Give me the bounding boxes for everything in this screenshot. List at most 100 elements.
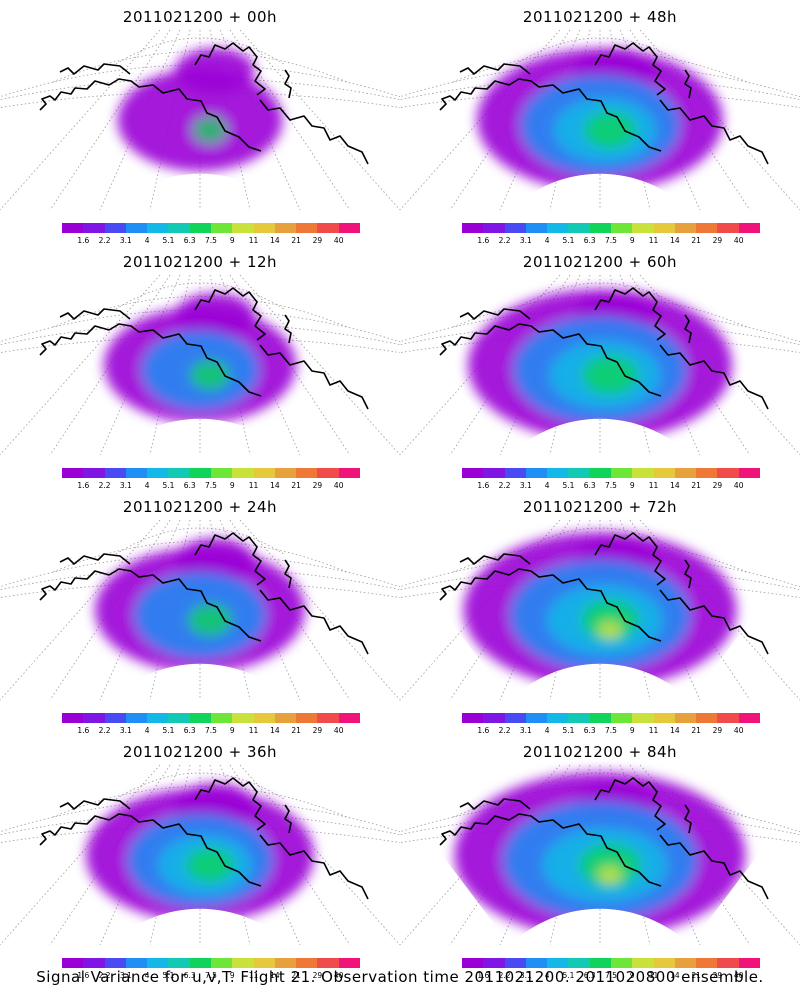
colorbar-swatch — [589, 223, 611, 233]
colorbar-swatch — [738, 958, 760, 968]
colorbar-swatch — [125, 958, 148, 968]
map-plot — [400, 764, 800, 946]
colorbar-tick-label: 14 — [670, 481, 680, 490]
colorbar-swatch — [738, 468, 760, 478]
colorbar-swatch — [168, 713, 190, 723]
colorbar-swatch — [83, 713, 105, 723]
colorbar-tick-label: 5.1 — [562, 726, 575, 735]
colorbar-tick-label: 11 — [648, 726, 659, 735]
colorbar-swatch — [189, 223, 211, 233]
colorbar-swatch — [483, 958, 505, 968]
colorbar-swatch — [296, 958, 318, 968]
colorbar-swatch — [147, 468, 169, 478]
colorbar — [462, 713, 760, 723]
colorbar-tick-label: 6.3 — [183, 726, 196, 735]
map-plot — [400, 274, 800, 456]
colorbar-tick-label: 1.6 — [477, 971, 490, 980]
colorbar-swatch — [104, 958, 126, 968]
colorbar-tick-label: 11 — [248, 971, 259, 980]
panel-title: 2011021200 + 36h — [122, 743, 278, 761]
colorbar-labels: 1.6 2.2 3.1 4 5.1 6.3 7.5 9 11 14 21 29 40 — [454, 971, 764, 981]
colorbar — [462, 958, 760, 968]
colorbar-swatch — [296, 223, 318, 233]
colorbar-swatch — [547, 713, 569, 723]
colorbar-swatch — [168, 958, 190, 968]
colorbar-tick-label: 21 — [291, 726, 301, 735]
colorbar-labels: 1.6 2.2 3.1 4 5.1 6.3 7.5 9 11 14 21 29 40 — [54, 236, 364, 246]
colorbar-swatch — [547, 468, 569, 478]
colorbar-tick-label: 5.1 — [562, 971, 575, 980]
colorbar-swatch — [274, 468, 297, 478]
colorbar-swatch — [317, 468, 339, 478]
colorbar-swatch — [104, 713, 126, 723]
colorbar-swatch — [104, 468, 126, 478]
colorbar-tick-label: 14 — [270, 481, 280, 490]
colorbar-swatch — [674, 713, 697, 723]
colorbar-tick-label: 9 — [629, 481, 635, 490]
colorbar-swatch — [504, 958, 526, 968]
colorbar-labels: 1.6 2.2 3.1 4 5.1 6.3 7.5 9 11 14 21 29 40 — [454, 481, 764, 491]
colorbar-swatch — [696, 713, 718, 723]
map-panel: 2011021200 + 72h 1.6 2.2 3.1 4 5.1 6.3 7.5 9 11 14… — [400, 490, 800, 735]
colorbar-tick-label: 40 — [733, 726, 744, 735]
colorbar-labels: 1.6 2.2 3.1 4 5.1 6.3 7.5 9 11 14 21 29 40 — [454, 726, 764, 736]
figure-caption: Signal Variance for u,v,T. Flight 21. Ob… — [36, 968, 764, 986]
map-plot — [0, 274, 400, 456]
colorbar-swatch — [232, 958, 254, 968]
colorbar-swatch — [83, 468, 105, 478]
colorbar-swatch — [504, 468, 526, 478]
colorbar-swatch — [210, 223, 233, 233]
colorbar-swatch — [653, 713, 675, 723]
colorbar-swatch — [738, 223, 760, 233]
colorbar-swatch — [189, 713, 211, 723]
colorbar-swatch — [568, 223, 590, 233]
colorbar-swatch — [504, 713, 526, 723]
colorbar-tick-label: 9 — [629, 236, 635, 245]
colorbar-tick-label: 29 — [712, 726, 723, 735]
colorbar-swatch — [168, 223, 190, 233]
map-panel: 2011021200 + 12h 1.6 2.2 3.1 4 5.1 6.3 7.5 9 11 14… — [0, 245, 400, 490]
colorbar-tick-label: 14 — [670, 236, 680, 245]
colorbar-swatch — [83, 223, 105, 233]
colorbar-tick-label: 1.6 — [477, 236, 490, 245]
colorbar-tick-label: 29 — [712, 236, 723, 245]
colorbar-swatch — [317, 223, 339, 233]
colorbar-swatch — [338, 468, 360, 478]
colorbar-swatch — [317, 713, 339, 723]
colorbar-tick-label: 2.2 — [498, 481, 511, 490]
colorbar-swatch — [104, 223, 126, 233]
colorbar-tick-label: 29 — [312, 971, 323, 980]
colorbar-tick-label: 3.1 — [119, 726, 132, 735]
colorbar-tick-label: 5.1 — [162, 481, 175, 490]
colorbar-tick-label: 4 — [144, 481, 150, 490]
colorbar-swatch — [462, 468, 484, 478]
colorbar-tick-label: 40 — [733, 481, 744, 490]
colorbar-tick-label: 6.3 — [183, 481, 196, 490]
colorbar-swatch — [147, 958, 169, 968]
colorbar-tick-label: 3.1 — [119, 481, 132, 490]
colorbar-labels: 1.6 2.2 3.1 4 5.1 6.3 7.5 9 11 14 21 29 40 — [54, 971, 364, 981]
colorbar-swatch — [610, 223, 633, 233]
colorbar-tick-label: 5.1 — [562, 481, 575, 490]
colorbar-swatch — [568, 468, 590, 478]
colorbar-swatch — [210, 468, 233, 478]
colorbar-swatch — [462, 223, 484, 233]
colorbar-swatch — [189, 468, 211, 478]
colorbar-swatch — [232, 713, 254, 723]
colorbar-tick-label: 7.5 — [605, 481, 617, 490]
colorbar-tick-label: 4 — [544, 481, 550, 490]
colorbar-tick-label: 9 — [229, 726, 235, 735]
map-plot — [0, 764, 400, 946]
colorbar-swatch — [274, 223, 297, 233]
colorbar-swatch — [253, 958, 275, 968]
colorbar-swatch — [274, 958, 297, 968]
colorbar-tick-label: 11 — [648, 236, 659, 245]
colorbar-swatch — [462, 713, 484, 723]
colorbar-tick-label: 4 — [544, 726, 550, 735]
colorbar-tick-label: 11 — [648, 971, 659, 980]
colorbar-tick-label: 2.2 — [98, 726, 111, 735]
colorbar-tick-label: 40 — [333, 236, 344, 245]
colorbar-tick-label: 21 — [691, 236, 701, 245]
colorbar-swatch — [632, 223, 654, 233]
colorbar-swatch — [738, 713, 760, 723]
